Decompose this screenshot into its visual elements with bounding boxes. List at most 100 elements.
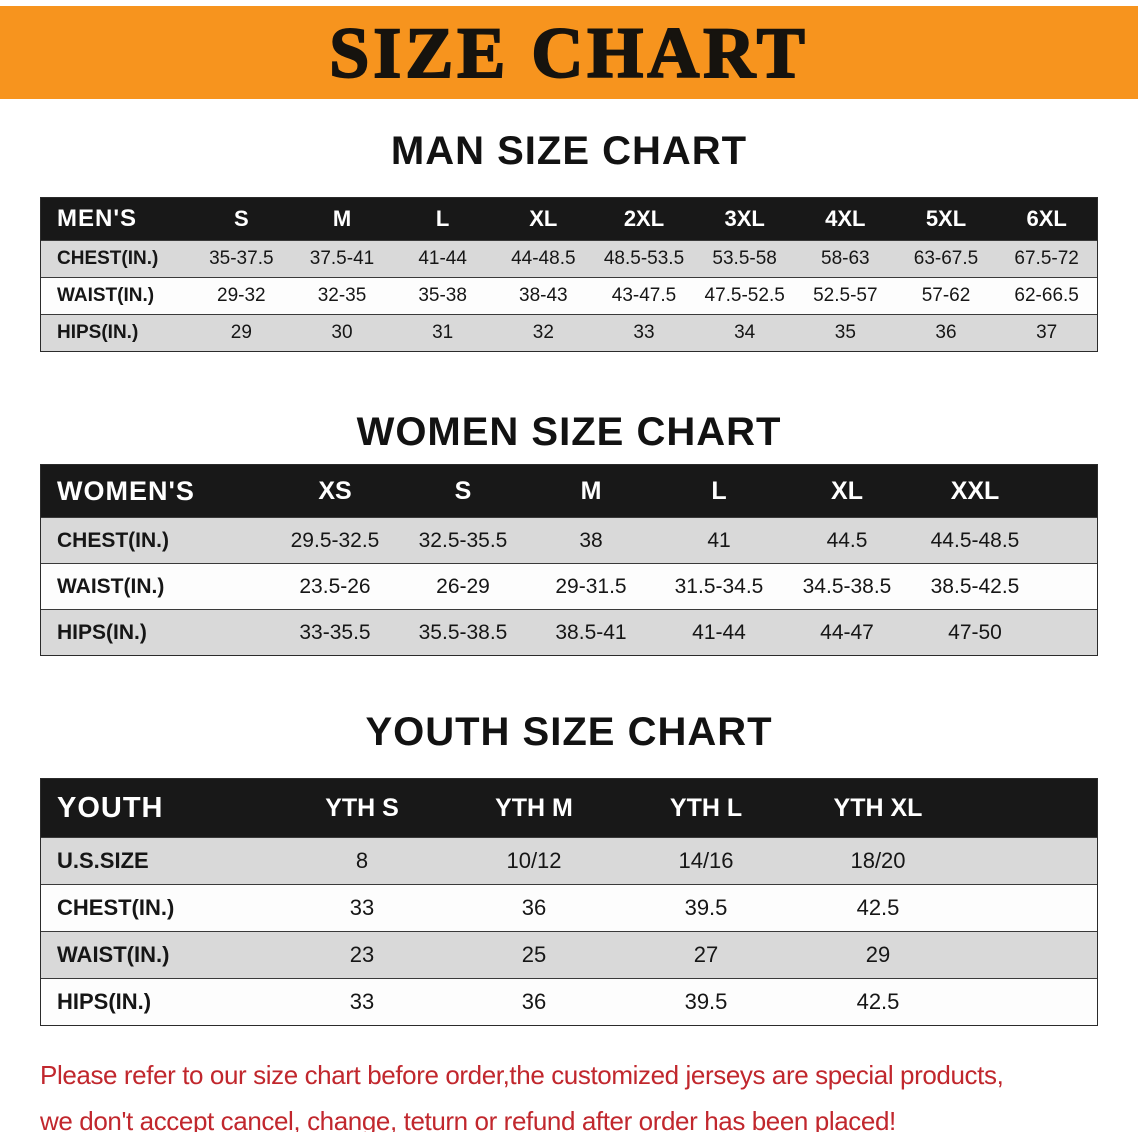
size-header-cell: XL bbox=[529, 206, 558, 231]
value-cell: 33 bbox=[349, 895, 375, 920]
value-cell: 18/20 bbox=[850, 848, 906, 873]
youth-size-table: YOUTH YTH S YTH M YTH L YTH XL U.S.SIZE 8 10/12… bbox=[40, 778, 1098, 1026]
value-cell: 38.5-42.5 bbox=[930, 574, 1020, 598]
value-cell: 41-44 bbox=[418, 248, 467, 269]
value-cell: 29-32 bbox=[217, 285, 266, 306]
value-cell: 42.5 bbox=[856, 895, 900, 920]
table-row: HIPS(IN.) 33 36 39.5 42.5 bbox=[41, 978, 1097, 1025]
value-cell: 44-48.5 bbox=[511, 248, 576, 269]
table-title-cell: MEN'S bbox=[57, 205, 138, 232]
value-cell: 30 bbox=[331, 322, 353, 343]
row-label-cell: HIPS(IN.) bbox=[57, 989, 152, 1014]
value-cell: 48.5-53.5 bbox=[603, 248, 685, 269]
value-cell: 62-66.5 bbox=[1014, 285, 1079, 306]
disclaimer-line-2: we don't accept cancel, change, teturn o… bbox=[40, 1106, 896, 1132]
women-size-chart-heading: WOMEN SIZE CHART bbox=[356, 410, 782, 454]
value-cell: 39.5 bbox=[684, 989, 728, 1014]
value-cell: 42.5 bbox=[856, 989, 900, 1014]
value-cell: 29.5-32.5 bbox=[290, 528, 380, 552]
value-cell: 35 bbox=[834, 322, 856, 343]
value-cell: 39.5 bbox=[684, 895, 728, 920]
value-cell: 14/16 bbox=[678, 848, 734, 873]
row-label-cell: CHEST(IN.) bbox=[57, 895, 175, 920]
size-header-cell: S bbox=[233, 206, 249, 231]
value-cell: 36 bbox=[521, 895, 547, 920]
size-chart-title: SIZE CHART bbox=[328, 12, 809, 93]
table-row: CHEST(IN.) 33 36 39.5 42.5 bbox=[41, 884, 1097, 931]
size-header-cell: XS bbox=[318, 476, 352, 505]
row-label-cell: HIPS(IN.) bbox=[57, 322, 139, 343]
table-row: HIPS(IN.) 29 30 31 32 33 34 35 36 37 bbox=[41, 314, 1097, 351]
size-header-cell: 4XL bbox=[825, 206, 866, 231]
value-cell: 38.5-41 bbox=[555, 620, 627, 644]
size-header-cell: M bbox=[332, 206, 352, 231]
size-header-cell: YTH L bbox=[669, 793, 743, 822]
table-row: HIPS(IN.) 33-35.5 35.5-38.5 38.5-41 41-44 44-… bbox=[41, 609, 1097, 655]
men-size-table: MEN'S S M L XL 2XL 3XL 4XL 5XL 6XL CHEST(IN.) 35-37… bbox=[40, 197, 1098, 352]
value-cell: 57-62 bbox=[921, 285, 971, 306]
value-cell: 44.5-48.5 bbox=[930, 528, 1020, 552]
value-cell: 43-47.5 bbox=[611, 285, 677, 306]
value-cell: 29 bbox=[865, 942, 891, 967]
size-header-cell: XXL bbox=[950, 476, 1000, 505]
value-cell: 37 bbox=[1036, 322, 1058, 343]
size-header-cell: YTH XL bbox=[833, 793, 923, 822]
row-label-cell: CHEST(IN.) bbox=[57, 528, 169, 552]
value-cell: 53.5-58 bbox=[712, 248, 777, 269]
size-header-cell: L bbox=[711, 476, 727, 505]
table-row: U.S.SIZE 8 10/12 14/16 18/20 bbox=[41, 837, 1097, 884]
size-header-cell: YTH S bbox=[325, 793, 399, 822]
value-cell: 47.5-52.5 bbox=[704, 285, 785, 306]
table-title-cell: YOUTH bbox=[57, 791, 164, 824]
value-cell: 35-38 bbox=[418, 285, 467, 306]
value-cell: 27 bbox=[693, 942, 719, 967]
value-cell: 63-67.5 bbox=[913, 248, 979, 269]
table-title-cell: WOMEN'S bbox=[57, 475, 195, 506]
women-size-table: WOMEN'S XS S M L XL XXL CHEST(IN.) 29.5-32.5 32.5… bbox=[40, 464, 1098, 656]
value-cell: 34 bbox=[734, 322, 756, 343]
value-cell: 26-29 bbox=[436, 574, 490, 598]
value-cell: 33-35.5 bbox=[299, 620, 371, 644]
value-cell: 29-31.5 bbox=[555, 574, 627, 598]
table-header-row: YOUTH YTH S YTH M YTH L YTH XL bbox=[41, 779, 1097, 837]
row-label-cell: HIPS(IN.) bbox=[57, 620, 147, 644]
size-header-cell: L bbox=[435, 206, 450, 231]
value-cell: 10/12 bbox=[506, 848, 562, 873]
value-cell: 33 bbox=[633, 322, 655, 343]
size-header-cell: 5XL bbox=[925, 206, 967, 231]
row-label-cell: U.S.SIZE bbox=[57, 848, 149, 873]
value-cell: 41 bbox=[707, 528, 731, 552]
row-label-cell: WAIST(IN.) bbox=[57, 574, 165, 598]
row-label-cell: CHEST(IN.) bbox=[57, 248, 159, 269]
value-cell: 38 bbox=[579, 528, 603, 552]
size-chart-banner: SIZE CHART bbox=[0, 6, 1138, 99]
row-label-cell: WAIST(IN.) bbox=[57, 285, 155, 306]
value-cell: 31 bbox=[432, 322, 454, 343]
value-cell: 67.5-72 bbox=[1014, 248, 1079, 269]
value-cell: 31.5-34.5 bbox=[674, 574, 764, 598]
size-header-cell: S bbox=[454, 476, 472, 505]
value-cell: 47-50 bbox=[948, 620, 1002, 644]
value-cell: 29 bbox=[230, 322, 252, 343]
disclaimer-line-1: Please refer to our size chart before or… bbox=[40, 1060, 1004, 1090]
table-header-row: MEN'S S M L XL 2XL 3XL 4XL 5XL 6XL bbox=[41, 198, 1097, 240]
table-row: WAIST(IN.) 23 25 27 29 bbox=[41, 931, 1097, 978]
value-cell: 23.5-26 bbox=[299, 574, 371, 598]
size-header-cell: YTH M bbox=[495, 793, 573, 822]
value-cell: 23 bbox=[349, 942, 375, 967]
disclaimer-text: Please refer to our size chart before or… bbox=[40, 1052, 1100, 1132]
value-cell: 37.5-41 bbox=[309, 248, 375, 269]
value-cell: 41-44 bbox=[692, 620, 746, 644]
table-row: WAIST(IN.) 23.5-26 26-29 29-31.5 31.5-34.5 34… bbox=[41, 563, 1097, 609]
value-cell: 58-63 bbox=[821, 248, 870, 269]
size-header-cell: XL bbox=[831, 476, 863, 505]
value-cell: 44.5 bbox=[826, 528, 868, 552]
youth-size-chart-heading: YOUTH SIZE CHART bbox=[365, 710, 773, 754]
table-row: CHEST(IN.) 29.5-32.5 32.5-35.5 38 41 44.5 44.5… bbox=[41, 517, 1097, 563]
size-header-cell: 3XL bbox=[724, 206, 765, 231]
value-cell: 36 bbox=[935, 322, 957, 343]
value-cell: 44-47 bbox=[820, 620, 874, 644]
size-header-cell: 6XL bbox=[1026, 206, 1067, 231]
value-cell: 36 bbox=[521, 989, 547, 1014]
value-cell: 8 bbox=[355, 848, 369, 873]
